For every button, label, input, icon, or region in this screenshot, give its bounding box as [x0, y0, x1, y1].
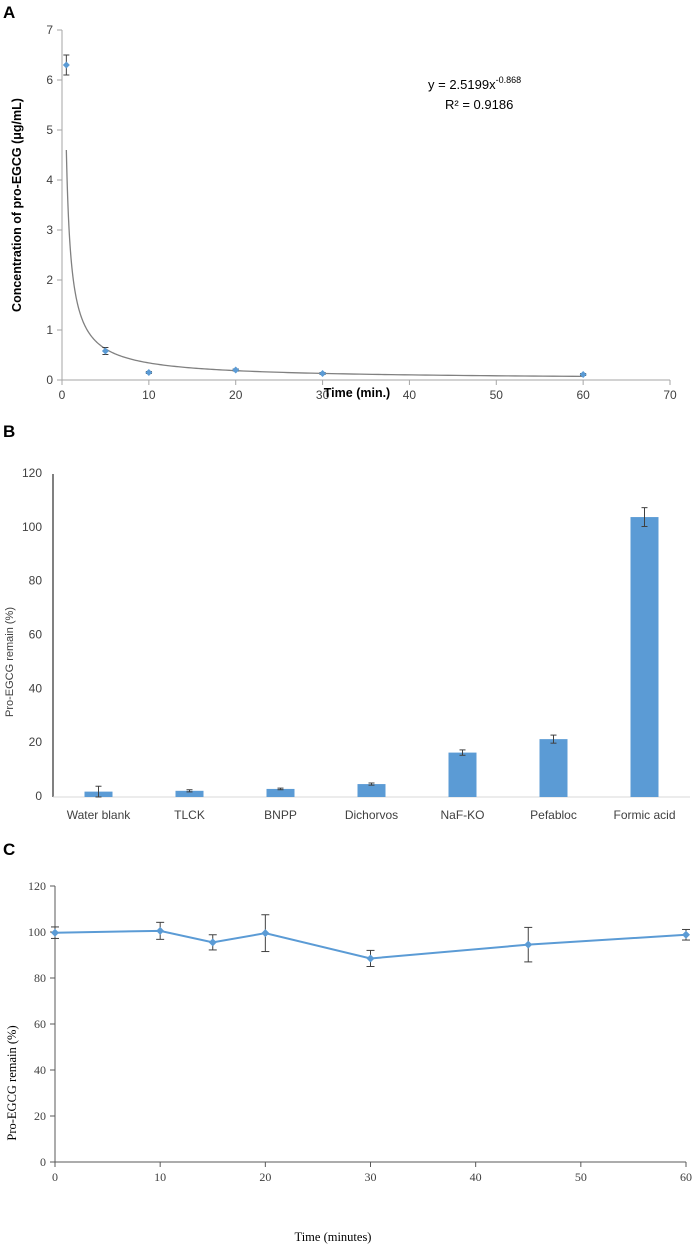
data-point: [579, 371, 587, 378]
error-bar: [550, 734, 557, 744]
y-tick-label-a: 6: [46, 73, 53, 87]
y-tick-label-b: 120: [22, 466, 42, 480]
y-tick-label-b: 100: [22, 520, 42, 534]
data-point: [682, 930, 690, 939]
y-tick-label-a: 1: [46, 323, 53, 337]
data-point: [366, 954, 375, 963]
error-bar: [95, 785, 102, 798]
y-tick-label-c: 20: [34, 1109, 46, 1123]
y-tick-label-a: 5: [46, 123, 53, 137]
x-tick-label-a: 10: [142, 388, 156, 402]
trendline-curve: [65, 150, 584, 378]
y-tick-label-a: 2: [46, 273, 53, 287]
x-tick-label-a: 30: [316, 388, 330, 402]
bar: [630, 517, 659, 797]
y-axis-label-a: Concentration of pro-EGCG (μg/mL): [10, 98, 24, 312]
x-tick-label-a: 0: [59, 388, 66, 402]
y-tick-label-a: 3: [46, 223, 53, 237]
bar: [539, 739, 568, 797]
data-point: [101, 347, 109, 355]
x-category-label: Water blank: [67, 808, 132, 822]
x-category-label: Dichorvos: [345, 808, 398, 822]
data-point: [51, 928, 59, 937]
data-point: [62, 61, 70, 69]
y-tick-label-c: 60: [34, 1017, 46, 1031]
x-category-label: BNPP: [264, 808, 297, 822]
y-tick-label-a: 0: [46, 373, 53, 387]
y-axis-label-b: Pro-EGCG remain (%): [4, 607, 16, 717]
panel-c-letter: C: [3, 840, 15, 859]
x-tick-label-a: 50: [490, 388, 504, 402]
x-tick-label-a: 40: [403, 388, 417, 402]
y-tick-label-b: 60: [29, 628, 43, 642]
error-bar: [641, 507, 648, 527]
trend-equation-exponent: -0.868: [496, 75, 522, 85]
x-tick-label-c: 30: [365, 1170, 377, 1184]
y-tick-label-b: 40: [29, 681, 43, 695]
y-tick-label-a: 4: [46, 173, 53, 187]
x-axis-label-a: Time (min.): [324, 386, 390, 400]
error-bar: [368, 782, 375, 786]
y-tick-label-c: 0: [40, 1155, 46, 1169]
x-axis-label-c: Time (minutes): [295, 1230, 372, 1244]
data-point: [524, 940, 533, 949]
x-tick-label-a: 60: [576, 388, 590, 402]
y-tick-label-c: 80: [34, 971, 46, 985]
y-tick-label-b: 0: [35, 789, 42, 803]
x-tick-label-c: 60: [680, 1170, 692, 1184]
data-point: [208, 938, 217, 947]
y-axis-label-c: Pro-EGCG remain (%): [5, 1025, 19, 1140]
bar: [266, 788, 295, 797]
y-tick-label-c: 120: [28, 879, 46, 893]
y-tick-label-c: 40: [34, 1063, 46, 1077]
data-point: [145, 369, 153, 376]
y-tick-label-b: 20: [29, 735, 43, 749]
x-category-label: Pefabloc: [530, 808, 577, 822]
x-category-label: NaF-KO: [440, 808, 484, 822]
data-point: [261, 929, 270, 938]
error-bar: [277, 787, 284, 791]
x-category-label: TLCK: [174, 808, 205, 822]
panel-b-letter: B: [3, 422, 15, 441]
panel-b-chart: B 0 20 40 60 80 100 120 Water blank TLCK BNPP Dich…: [3, 422, 690, 822]
x-tick-label-a: 70: [663, 388, 677, 402]
error-bar: [186, 789, 193, 793]
x-tick-label-c: 10: [154, 1170, 166, 1184]
trend-equation: y = 2.5199x-0.868: [428, 75, 521, 92]
x-tick-label-c: 40: [470, 1170, 482, 1184]
data-point: [156, 926, 165, 935]
trend-r-squared: R² = 0.9186: [445, 97, 513, 112]
x-tick-label-c: 20: [259, 1170, 271, 1184]
y-tick-label-a: 7: [46, 23, 53, 37]
data-point: [232, 366, 240, 374]
y-tick-label-b: 80: [29, 574, 43, 588]
bar: [357, 784, 386, 797]
panel-a-letter: A: [3, 3, 15, 22]
x-tick-label-c: 50: [575, 1170, 587, 1184]
trend-equation-base: y = 2.5199x: [428, 77, 496, 92]
bar: [448, 752, 477, 797]
x-tick-label-c: 0: [52, 1170, 58, 1184]
x-tick-label-a: 20: [229, 388, 243, 402]
y-tick-label-c: 100: [28, 925, 46, 939]
error-bar: [459, 749, 466, 756]
bar: [175, 790, 204, 797]
panel-c-chart: C 0 20 40 60 80 100 120 0 10 20 30 40 50 60 Time (min…: [3, 840, 692, 1244]
x-category-label: Formic acid: [613, 808, 675, 822]
data-point: [319, 370, 327, 377]
